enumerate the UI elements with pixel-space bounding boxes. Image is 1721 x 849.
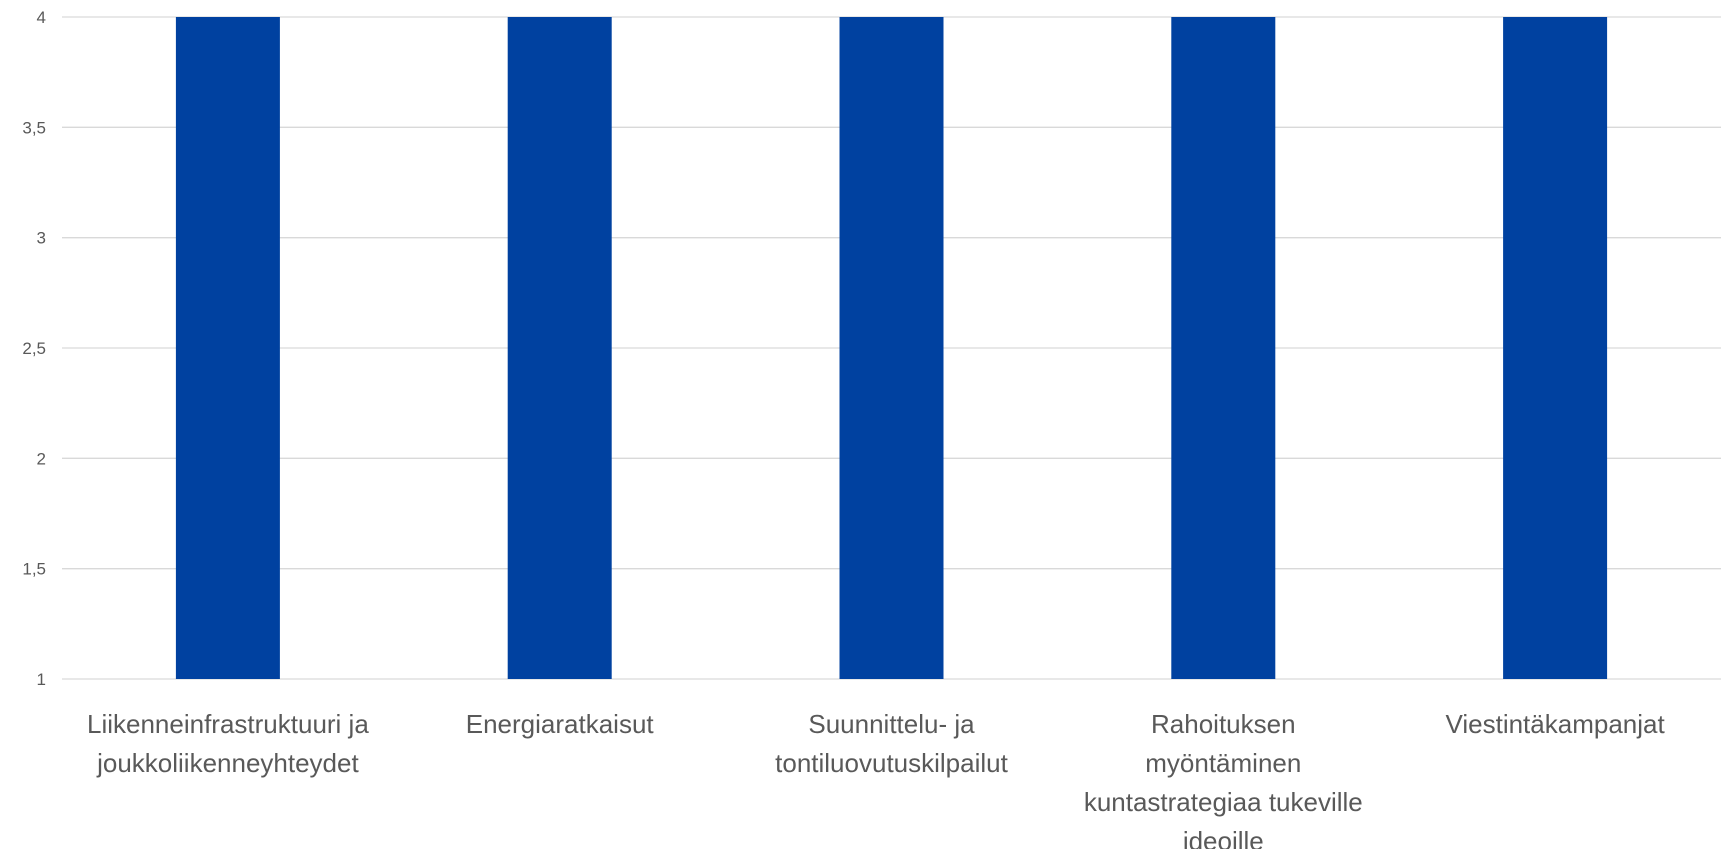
- y-axis-ticks: 1 1,5 2 2,5 3 3,5 4: [22, 8, 46, 689]
- y-tick-label: 4: [37, 8, 46, 27]
- x-category-label-line: kuntastrategiaa tukeville: [1084, 787, 1363, 817]
- bar: [1503, 17, 1608, 679]
- x-category-label-line: Suunnittelu- ja: [808, 709, 975, 739]
- bar: [507, 17, 612, 679]
- y-tick-label: 2: [37, 449, 46, 468]
- x-category-label-line: joukkoliikenneyhteydet: [96, 748, 359, 778]
- y-tick-label: 2,5: [22, 339, 46, 358]
- bar: [1171, 17, 1276, 679]
- x-category-label: Suunnittelu- ja tontiluovutuskilpailut: [775, 709, 1008, 778]
- x-category-label: Rahoituksen myöntäminen kuntastrategiaa tu…: [1084, 709, 1363, 849]
- x-category-label-line: Liikenneinfrastruktuuri ja: [87, 709, 369, 739]
- x-category-label: Energiaratkaisut: [466, 709, 655, 739]
- x-axis-labels: Liikenneinfrastruktuuri ja joukkoliikenne…: [87, 709, 1665, 849]
- x-category-label-line: Rahoituksen: [1151, 709, 1296, 739]
- bars: [175, 17, 1608, 679]
- x-category-label-line: Viestintäkampanjat: [1445, 709, 1665, 739]
- x-category-label-line: tontiluovutuskilpailut: [775, 748, 1008, 778]
- x-category-label: Viestintäkampanjat: [1445, 709, 1665, 739]
- bar: [839, 17, 944, 679]
- x-category-label-line: myöntäminen: [1145, 748, 1301, 778]
- y-tick-label: 3,5: [22, 118, 46, 137]
- x-category-label-line: ideoille: [1183, 826, 1264, 849]
- bar: [175, 17, 280, 679]
- y-tick-label: 1: [37, 670, 46, 689]
- x-category-label: Liikenneinfrastruktuuri ja joukkoliikenne…: [87, 709, 369, 778]
- y-tick-label: 1,5: [22, 560, 46, 579]
- y-tick-label: 3: [37, 229, 46, 248]
- x-category-label-line: Energiaratkaisut: [466, 709, 655, 739]
